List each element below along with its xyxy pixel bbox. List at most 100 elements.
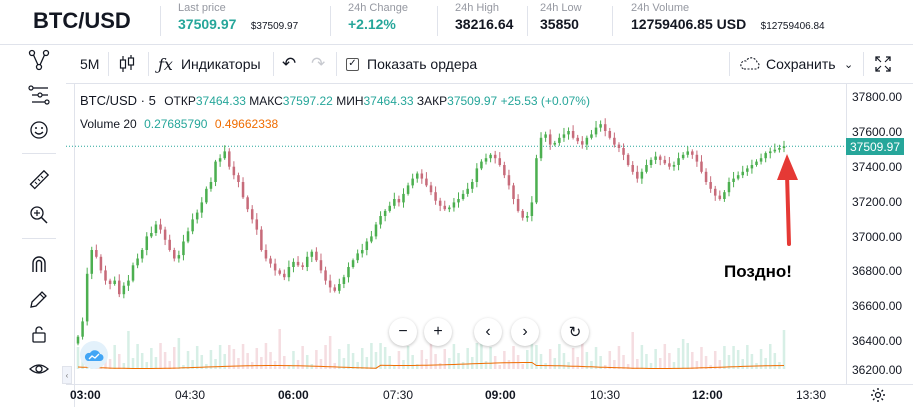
ruler-icon[interactable] xyxy=(26,167,52,193)
volume-bar xyxy=(150,348,153,369)
stat-change: 24h Change +2.12% xyxy=(348,2,408,34)
candle-body xyxy=(654,156,657,160)
candle-body xyxy=(81,321,84,337)
volume-bar xyxy=(489,347,492,369)
candle-body xyxy=(649,159,653,165)
save-button[interactable]: Сохранить xyxy=(738,45,836,83)
volume-bar xyxy=(205,364,208,369)
volume-bar xyxy=(209,350,213,369)
volume-bar xyxy=(759,349,763,369)
volume-bar xyxy=(553,358,557,369)
volume-bar xyxy=(397,351,401,369)
volume-ma-value: 0.49662338 xyxy=(214,117,279,131)
show-orders-toggle[interactable]: ✓ Показать ордера xyxy=(346,45,477,83)
time-axis-label: 10:30 xyxy=(590,388,621,402)
legend-close: 37509.97 xyxy=(447,94,498,108)
candle-body xyxy=(512,185,515,199)
candle-body xyxy=(681,154,685,159)
price-axis-label: 37000.00 xyxy=(852,230,903,244)
candle-body xyxy=(480,161,483,169)
magnet-icon[interactable] xyxy=(26,251,52,277)
volume-bar xyxy=(512,346,515,369)
volume-bar xyxy=(177,338,181,369)
price-axis-label: 37400.00 xyxy=(852,160,903,174)
volume-bar xyxy=(140,353,144,369)
fib-tool-icon[interactable] xyxy=(26,82,52,108)
candle-body xyxy=(104,270,107,281)
divider xyxy=(22,153,56,154)
divider xyxy=(22,238,56,239)
volume-bar xyxy=(585,352,589,369)
save-menu-chevron-icon[interactable]: ⌄ xyxy=(844,58,854,71)
settings-gear-icon[interactable] xyxy=(868,385,888,405)
legend-symbol: BTC/USD · 5 xyxy=(80,93,156,108)
interval-button[interactable]: 5M xyxy=(80,56,100,72)
indicators-button[interactable]: ƒx Индикаторы xyxy=(158,45,261,83)
volume-bar xyxy=(736,350,740,369)
zoom-in-button[interactable]: + xyxy=(424,318,452,346)
trend-line-tool-icon[interactable] xyxy=(26,47,52,73)
redo-icon[interactable]: ↷ xyxy=(311,54,326,73)
reset-chart-button[interactable]: ↻ xyxy=(561,318,589,346)
price-axis[interactable] xyxy=(846,84,913,384)
candle-body xyxy=(338,284,341,291)
time-axis[interactable] xyxy=(66,384,913,408)
candle-body xyxy=(209,182,213,189)
candle-body xyxy=(727,182,731,193)
candle-body xyxy=(374,224,378,237)
volume-bar xyxy=(393,365,396,369)
last-price-value: 37509.97 xyxy=(178,16,237,32)
candle-body xyxy=(636,171,639,179)
save-label: Сохранить xyxy=(766,56,836,72)
volume-bar xyxy=(365,357,369,369)
candle-body xyxy=(186,231,190,242)
candle-body xyxy=(305,256,309,267)
volume-bar xyxy=(145,362,149,369)
annotation-text: Поздно! xyxy=(724,262,792,281)
volume-bar xyxy=(521,364,524,369)
volume-bar xyxy=(246,353,249,369)
scroll-left-button[interactable]: ‹ xyxy=(474,318,502,346)
candle-body xyxy=(402,193,405,203)
volume-bar xyxy=(658,358,662,369)
candle-body xyxy=(287,267,291,278)
volume-bar xyxy=(516,355,520,369)
low-value: 35850 xyxy=(540,16,579,32)
candle-body xyxy=(237,175,240,182)
volume-bar xyxy=(269,352,272,369)
volume-bar xyxy=(319,359,323,369)
stat-label: 24h Change xyxy=(348,2,408,14)
divider xyxy=(336,52,337,76)
fullscreen-icon[interactable] xyxy=(874,45,892,83)
scroll-right-button[interactable]: › xyxy=(511,318,539,346)
zoom-in-icon[interactable] xyxy=(26,202,52,228)
candle-body xyxy=(709,182,712,189)
volume-bar xyxy=(255,348,259,369)
volume-bar xyxy=(493,356,497,369)
candles-icon[interactable] xyxy=(118,45,136,83)
candle-body xyxy=(576,137,579,142)
volume-bar xyxy=(663,344,667,369)
candle-body xyxy=(713,188,717,196)
lock-icon[interactable] xyxy=(26,321,52,347)
volume-bar xyxy=(466,348,469,369)
volume-usd: $12759406.84 xyxy=(760,21,825,32)
volume-bar xyxy=(122,363,126,369)
collapse-handle-icon[interactable]: ‹ xyxy=(62,366,72,384)
candle-body xyxy=(658,156,662,160)
candle-body xyxy=(736,175,740,179)
divider xyxy=(437,6,438,36)
volume-bar xyxy=(530,341,534,369)
candle-body xyxy=(603,124,607,131)
candle-body xyxy=(315,251,318,261)
candle-body xyxy=(76,336,80,344)
zoom-out-button[interactable]: − xyxy=(389,318,417,346)
candle-body xyxy=(150,233,153,237)
volume-bar xyxy=(402,360,405,369)
undo-icon[interactable]: ↶ xyxy=(282,54,297,73)
eye-icon[interactable] xyxy=(26,356,52,382)
candle-body xyxy=(498,158,502,165)
checkbox-icon[interactable]: ✓ xyxy=(346,57,359,71)
pencil-lock-icon[interactable] xyxy=(26,286,52,312)
smiley-icon[interactable] xyxy=(26,117,52,143)
